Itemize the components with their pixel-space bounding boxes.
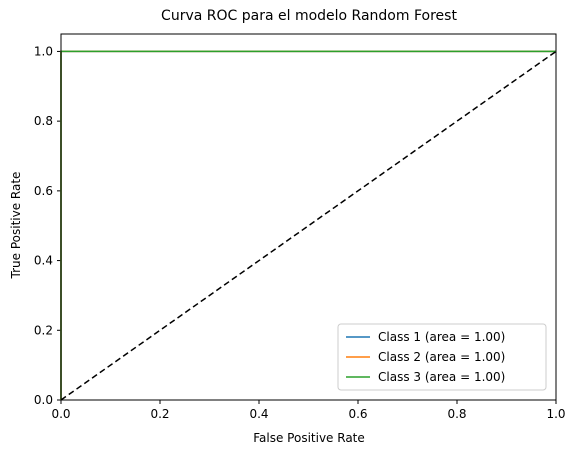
x-tick-label: 0.4 — [249, 407, 268, 421]
y-tick-label: 0.2 — [34, 323, 53, 337]
x-tick-label: 0.6 — [348, 407, 367, 421]
x-axis-label: False Positive Rate — [253, 431, 365, 445]
legend-box — [337, 323, 547, 391]
chart-title: Curva ROC para el modelo Random Forest — [161, 8, 457, 24]
legend: Class 1 (area = 1.00) Class 2 (area = 1.0… — [337, 323, 547, 391]
y-tick-label: 0.6 — [34, 184, 53, 198]
y-tick-label: 0.8 — [34, 114, 53, 128]
legend-label-2: Class 2 (area = 1.00) — [378, 350, 505, 364]
plot-area: 0.0 0.2 0.4 0.6 0.8 1.0 0.0 0.2 0.4 0.6 0.8 1.0 — [34, 33, 566, 421]
x-tick-label: 0.0 — [51, 407, 70, 421]
y-tick-label: 1.0 — [34, 44, 53, 58]
x-tick-label: 0.8 — [447, 407, 466, 421]
x-tick-label: 1.0 — [546, 407, 565, 421]
plot-frame — [60, 33, 557, 401]
x-tick-label: 0.2 — [150, 407, 169, 421]
y-axis-label: True Positive Rate — [9, 172, 23, 280]
y-tick-label: 0.4 — [34, 254, 53, 268]
legend-label-3: Class 3 (area = 1.00) — [378, 370, 505, 384]
legend-label-1: Class 1 (area = 1.00) — [378, 330, 505, 344]
chance-diagonal-line — [60, 50, 557, 401]
y-tick-label: 0.0 — [34, 393, 53, 407]
